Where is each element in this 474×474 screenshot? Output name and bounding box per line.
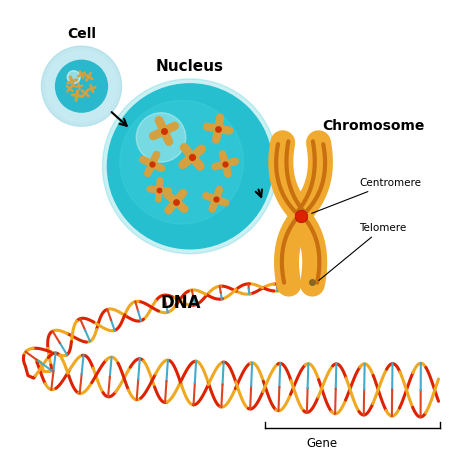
Circle shape <box>67 71 80 83</box>
Circle shape <box>55 60 108 112</box>
Circle shape <box>137 113 186 162</box>
Text: Centromere: Centromere <box>312 178 421 213</box>
Text: Chromosome: Chromosome <box>322 119 424 133</box>
Circle shape <box>102 79 277 254</box>
Text: Gene: Gene <box>306 438 337 450</box>
Circle shape <box>108 84 273 249</box>
Text: Telomere: Telomere <box>319 223 407 281</box>
Circle shape <box>120 100 244 224</box>
Text: Cell: Cell <box>67 27 96 41</box>
Circle shape <box>41 46 121 126</box>
Text: DNA: DNA <box>160 294 201 312</box>
Circle shape <box>46 51 117 121</box>
Text: Nucleus: Nucleus <box>156 59 224 74</box>
